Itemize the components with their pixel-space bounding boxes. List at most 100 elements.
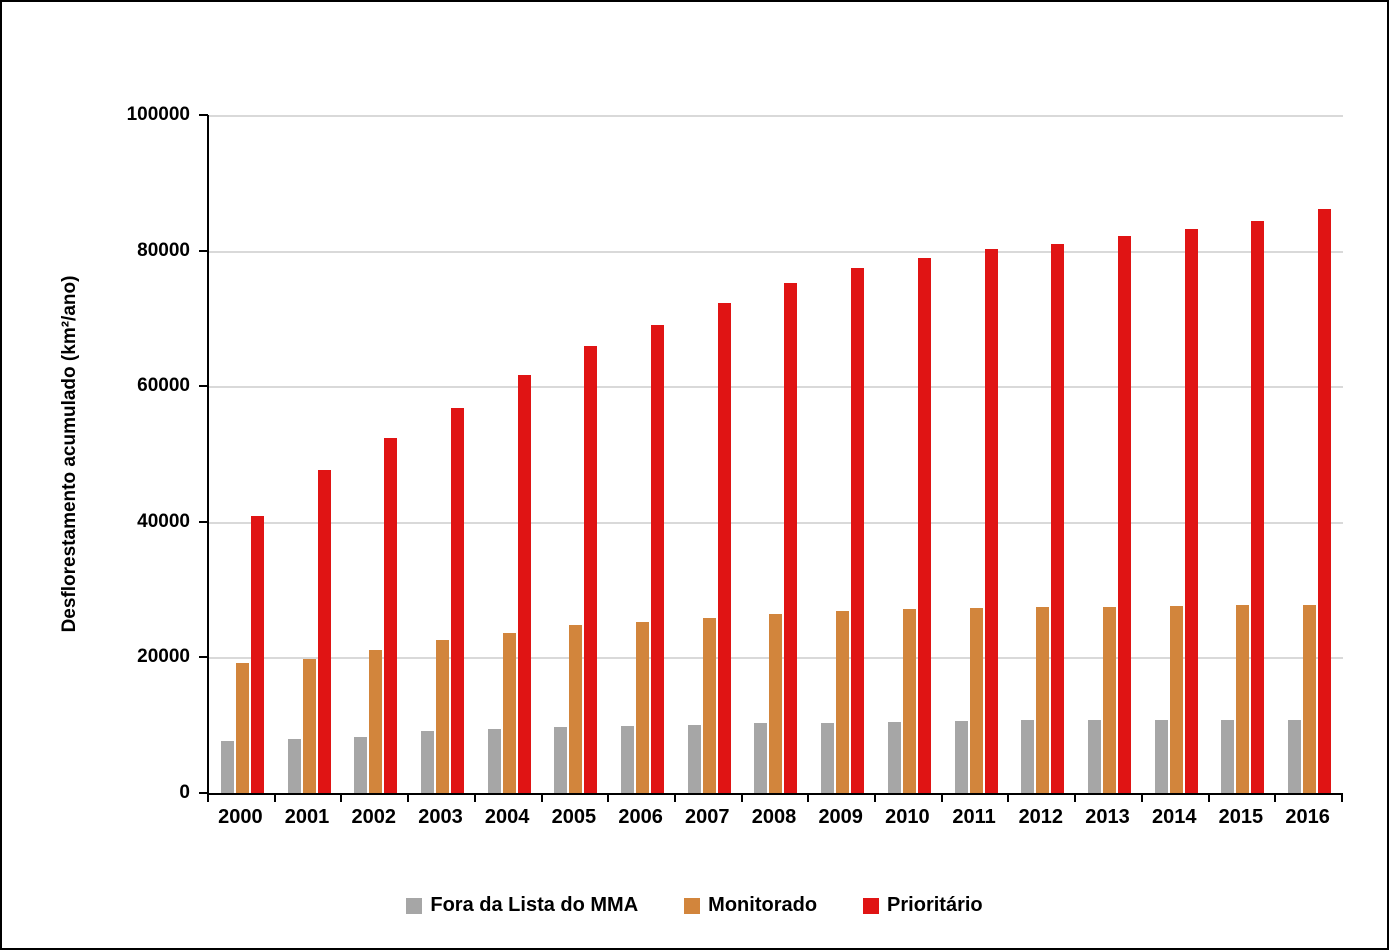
- y-axis-tick: [199, 249, 208, 252]
- legend-item-monitorado: Monitorado: [684, 894, 817, 917]
- bar-priorit-rio-2010: [917, 258, 931, 793]
- gridline-60000: [209, 386, 1343, 389]
- bar-fora-da-lista-do-mma-2013: [1088, 720, 1102, 793]
- bar-monitorado-2001: [302, 658, 316, 793]
- bar-group-2001: [276, 115, 343, 793]
- bar-priorit-rio-2005: [584, 345, 598, 793]
- bar-group-2012: [1009, 115, 1076, 793]
- x-tick-label-2003: 2003: [418, 806, 463, 828]
- x-axis-tick: [1274, 795, 1277, 802]
- gridline-100000: [209, 115, 1343, 117]
- x-tick-label-2010: 2010: [885, 806, 930, 828]
- bar-fora-da-lista-do-mma-2002: [354, 736, 368, 793]
- x-axis-tick: [1007, 795, 1010, 802]
- bar-group-2016: [1276, 115, 1343, 793]
- x-axis-tick: [407, 795, 410, 802]
- x-axis-tick: [1341, 795, 1343, 802]
- y-tick-label: 100000: [126, 104, 190, 125]
- x-tick-label-2002: 2002: [351, 806, 397, 828]
- x-tick-label-2015: 2015: [1218, 806, 1264, 828]
- bar-group-2002: [342, 115, 409, 793]
- y-axis-tick: [199, 385, 208, 388]
- bar-fora-da-lista-do-mma-2000: [220, 740, 234, 793]
- x-axis-tick: [874, 795, 877, 802]
- y-tick-label: 0: [179, 782, 190, 803]
- bar-group-2011: [943, 115, 1010, 793]
- bar-fora-da-lista-do-mma-2012: [1021, 720, 1035, 793]
- bar-monitorado-2002: [369, 649, 383, 793]
- x-tick-label-2014: 2014: [1151, 806, 1197, 828]
- x-tick-label-2007: 2007: [685, 806, 730, 828]
- bar-priorit-rio-2004: [517, 375, 531, 793]
- bar-fora-da-lista-do-mma-2003: [420, 730, 434, 793]
- bar-priorit-rio-2013: [1118, 235, 1132, 793]
- legend: Fora da Lista do MMA Monitorado Prioritári…: [2, 894, 1387, 917]
- bar-fora-da-lista-do-mma-2006: [621, 725, 635, 793]
- x-axis-tick: [1140, 795, 1143, 802]
- y-tick-label: 20000: [137, 646, 190, 668]
- bar-priorit-rio-2001: [317, 469, 331, 793]
- legend-swatch-icon: [863, 897, 880, 914]
- bar-fora-da-lista-do-mma-2008: [754, 723, 768, 793]
- bar-fora-da-lista-do-mma-2015: [1221, 719, 1235, 793]
- y-axis-tick: [199, 114, 208, 116]
- gridline-80000: [209, 250, 1343, 253]
- x-tick-label-2001: 2001: [284, 806, 330, 828]
- x-tick-label-2008: 2008: [751, 806, 797, 828]
- bar-priorit-rio-2016: [1318, 208, 1332, 793]
- bar-priorit-rio-2012: [1051, 243, 1065, 793]
- bar-monitorado-2000: [235, 662, 249, 793]
- y-tick-label: 80000: [137, 239, 190, 261]
- x-axis-tick: [607, 795, 610, 802]
- legend-swatch-icon: [406, 897, 423, 914]
- y-tick-label: 60000: [137, 375, 190, 397]
- bar-group-2000: [209, 115, 276, 793]
- bar-monitorado-2014: [1169, 605, 1183, 793]
- bar-priorit-rio-2014: [1184, 228, 1198, 793]
- bar-priorit-rio-2007: [717, 303, 731, 793]
- bar-priorit-rio-2000: [250, 516, 264, 793]
- bar-monitorado-2015: [1236, 605, 1250, 793]
- bar-monitorado-2005: [569, 624, 583, 793]
- bar-monitorado-2007: [702, 618, 716, 793]
- bar-group-2013: [1076, 115, 1143, 793]
- x-axis-tick: [207, 795, 209, 802]
- x-axis-tick: [273, 795, 276, 802]
- bar-group-2006: [609, 115, 676, 793]
- x-axis-tick: [1074, 795, 1077, 802]
- bar-fora-da-lista-do-mma-2010: [887, 721, 901, 793]
- legend-item-priorit-rio: Prioritário: [863, 894, 983, 917]
- y-axis-title: Desflorestamento acumulado (km²/ano): [59, 275, 80, 633]
- bar-priorit-rio-2006: [651, 324, 665, 793]
- bar-fora-da-lista-do-mma-2005: [554, 727, 568, 793]
- bar-priorit-rio-2002: [384, 438, 398, 793]
- bar-monitorado-2004: [502, 633, 516, 793]
- x-tick-label-2006: 2006: [618, 806, 663, 828]
- bar-group-2005: [543, 115, 610, 793]
- x-tick-label-2013: 2013: [1085, 806, 1130, 828]
- bar-fora-da-lista-do-mma-2009: [821, 722, 835, 793]
- x-tick-label-2011: 2011: [952, 806, 996, 828]
- x-axis-tick: [1207, 795, 1210, 802]
- bar-group-2008: [743, 115, 810, 793]
- bar-group-2010: [876, 115, 943, 793]
- y-tick-label: 40000: [137, 510, 190, 532]
- bar-monitorado-2016: [1303, 605, 1317, 793]
- x-axis-tick: [807, 795, 810, 802]
- bar-fora-da-lista-do-mma-2016: [1288, 719, 1302, 793]
- legend-label: Prioritário: [887, 894, 983, 916]
- bar-fora-da-lista-do-mma-2007: [687, 724, 701, 793]
- bar-group-2004: [476, 115, 543, 793]
- gridline-40000: [209, 521, 1343, 524]
- x-tick-label-2004: 2004: [484, 806, 530, 828]
- bar-monitorado-2008: [769, 614, 783, 793]
- y-axis-tick: [199, 656, 208, 659]
- bar-priorit-rio-2003: [450, 407, 464, 793]
- x-axis-tick: [473, 795, 476, 802]
- y-axis-tick: [199, 792, 208, 794]
- bar-fora-da-lista-do-mma-2001: [287, 738, 301, 793]
- x-tick-label-2016: 2016: [1285, 806, 1330, 828]
- legend-label: Fora da Lista do MMA: [430, 894, 639, 916]
- bar-fora-da-lista-do-mma-2014: [1154, 719, 1168, 793]
